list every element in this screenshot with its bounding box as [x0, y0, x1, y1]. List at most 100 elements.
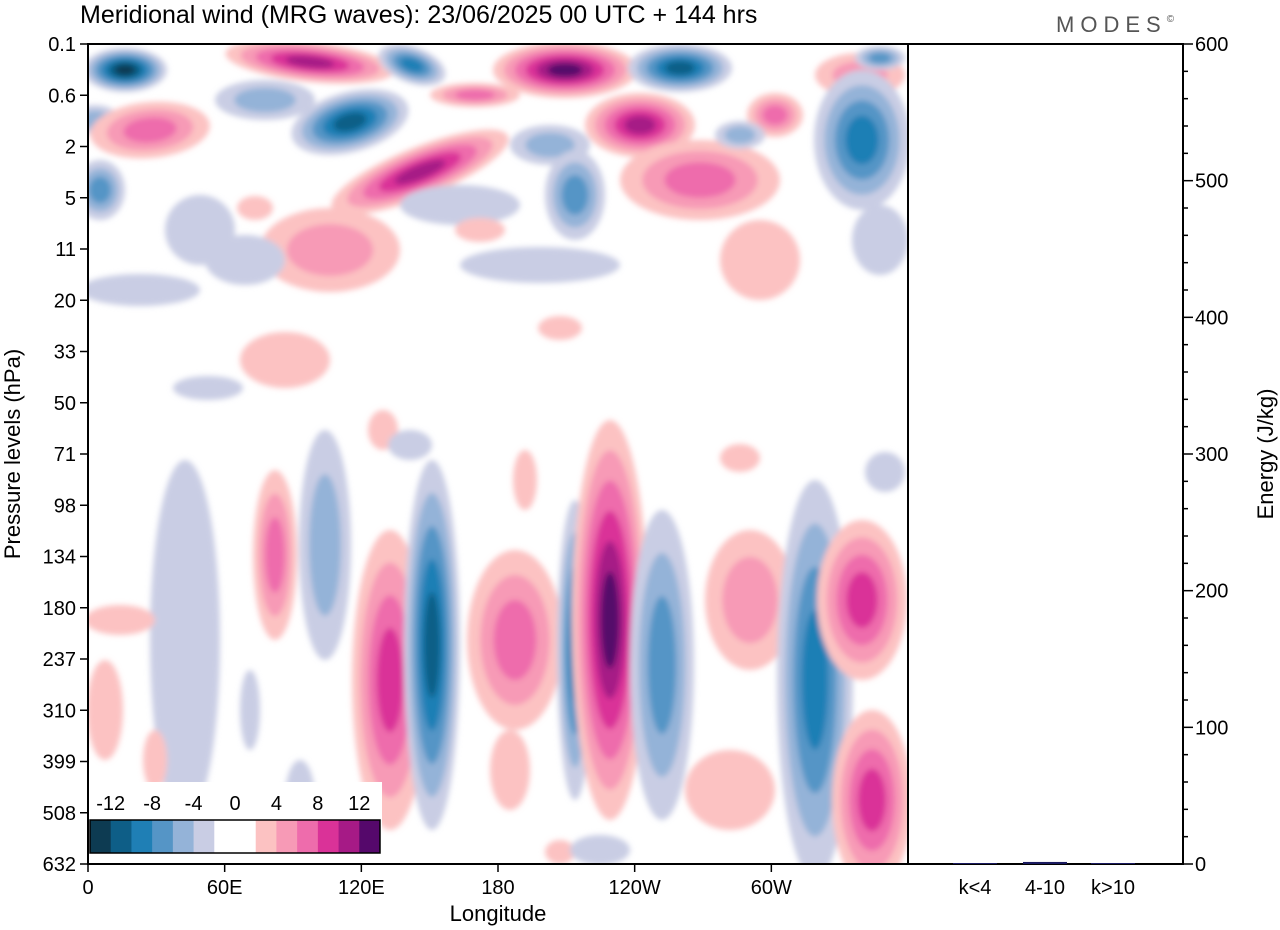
contour-level: [801, 610, 829, 750]
contour-level: [865, 452, 905, 492]
colorbar-label: 0: [229, 793, 240, 815]
y-tick-label: 632: [43, 854, 76, 876]
contour-level: [88, 660, 123, 760]
y-tick-label: 11: [55, 239, 76, 261]
positive-wind-contour: [747, 93, 803, 137]
contour-level: [762, 105, 788, 125]
positive-wind-contour: [430, 83, 520, 107]
contour-level: [400, 57, 424, 73]
energy-bar: [1023, 861, 1067, 864]
contour-level: [460, 247, 620, 283]
contour-level: [685, 750, 775, 830]
x-axis-label: Longitude: [450, 901, 547, 926]
colorbar-swatch: [297, 820, 319, 853]
negative-wind-contour: [88, 274, 200, 306]
y-tick-label: 237: [43, 649, 76, 671]
negative-wind-contour: [814, 70, 908, 210]
positive-wind-contour: [331, 129, 509, 215]
energy-category-label: 4-10: [1025, 877, 1065, 899]
positive-wind-contour: [467, 550, 563, 730]
negative-wind-contour: [215, 80, 315, 120]
colorbar-swatch: [235, 820, 257, 853]
contour-level: [493, 600, 537, 680]
heatmap-panel: -12 -8 -4 0 4 8 12 0.1 0.6 2 5 11 20 33 50 71 98 134 180 2…: [0, 34, 909, 926]
contour-level: [513, 450, 537, 510]
contour-level: [561, 175, 589, 215]
negative-wind-contour: [855, 46, 905, 70]
y-tick-label: 5: [65, 188, 76, 210]
x-tick-label: 120W: [609, 877, 661, 899]
contour-level: [333, 112, 367, 132]
energy-bars: [953, 861, 1135, 864]
negative-wind-contour: [570, 835, 630, 864]
negative-wind-contour: [545, 150, 605, 240]
energy-tick-label: 400: [1195, 307, 1228, 329]
negative-wind-contour: [240, 670, 260, 750]
y-tick-label: 0.6: [48, 85, 76, 107]
colorbar-swatch: [90, 820, 112, 853]
positive-wind-contour: [513, 450, 537, 510]
colorbar-label: -12: [96, 793, 125, 815]
energy-tick-label: 200: [1195, 581, 1228, 603]
colorbar-label: -8: [143, 793, 161, 815]
y-tick-label: 0.1: [48, 34, 76, 56]
colorbar-swatch: [193, 820, 215, 853]
colorbar-swatch: [110, 820, 132, 853]
contour-level: [455, 218, 505, 242]
x-tick-label: 0: [82, 877, 93, 899]
contour-level: [538, 316, 582, 340]
contour-level: [240, 332, 330, 388]
contour-level: [240, 670, 260, 750]
energy-tick-label: 0: [1195, 854, 1206, 876]
negative-wind-contour: [404, 460, 460, 830]
colorbar-label: -4: [185, 793, 203, 815]
y-tick-label: 310: [43, 700, 76, 722]
contour-level: [868, 52, 892, 64]
contour-level: [852, 205, 908, 275]
y-tick-label: 50: [54, 393, 76, 415]
colorbar: -12 -8 -4 0 4 8 12: [88, 782, 382, 855]
negative-wind-contour: [628, 44, 732, 92]
contour-level: [173, 376, 243, 400]
y-axis-label: Pressure levels (hPa): [0, 349, 25, 559]
y-tick-label: 2: [65, 137, 76, 159]
colorbar-swatch: [172, 820, 195, 853]
contour-level: [846, 572, 878, 628]
negative-wind-contour: [630, 510, 694, 820]
contour-level: [150, 460, 220, 820]
colorbar-swatch: [338, 820, 360, 853]
contour-level: [237, 196, 273, 220]
colorbar-label: 8: [312, 793, 323, 815]
contour-level: [309, 474, 341, 616]
y-tick-label: 98: [54, 495, 76, 517]
contour-level: [424, 592, 440, 698]
contour-level: [600, 571, 620, 669]
colorbar-label: 4: [271, 793, 282, 815]
contour-level: [376, 627, 404, 733]
colorbar-swatch: [317, 820, 340, 853]
x-tick-label: 120E: [338, 877, 385, 899]
contour-level: [88, 176, 112, 204]
positive-wind-contour: [720, 220, 800, 300]
negative-wind-contour: [88, 48, 167, 92]
x-tick-label: 60E: [207, 877, 243, 899]
y-axis-ticks: 0.1 0.6 2 5 11 20 33 50 71 98 134 180 237 310 399 508 63…: [43, 34, 88, 876]
contour-level: [664, 162, 736, 198]
contour-level: [455, 89, 495, 101]
positive-wind-contour: [538, 316, 582, 340]
energy-frame: [907, 43, 1184, 865]
colorbar-swatch: [131, 820, 153, 853]
negative-wind-contour: [173, 376, 243, 400]
contour-level: [525, 132, 575, 158]
contour-level: [285, 55, 335, 69]
contour-level: [647, 596, 677, 734]
negative-wind-contour: [299, 430, 351, 660]
contour-level: [545, 840, 575, 864]
negative-wind-contour: [400, 185, 520, 225]
positive-wind-contour: [143, 730, 167, 790]
contour-level: [114, 64, 136, 76]
positive-wind-contour: [620, 140, 780, 220]
modes-logo: MODES©: [1056, 12, 1180, 37]
contour-level: [624, 115, 656, 135]
